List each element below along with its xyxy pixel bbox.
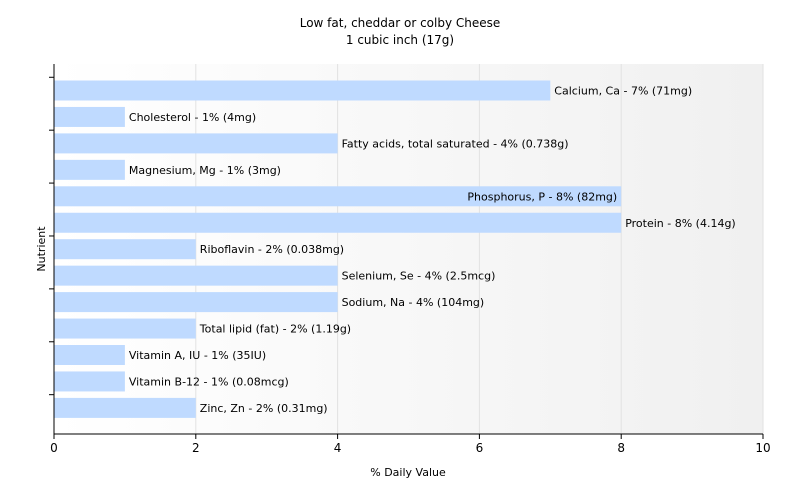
bar-label: Cholesterol - 1% (4mg) [129,111,256,124]
bar [54,292,338,313]
x-tick-label: 10 [755,441,770,455]
y-axis-label: Nutrient [35,226,48,272]
chart-subtitle: 1 cubic inch (17g) [346,33,454,47]
chart-title: Low fat, cheddar or colby Cheese [300,16,501,30]
bar-label: Zinc, Zn - 2% (0.31mg) [200,402,328,415]
bar [54,265,338,286]
bar [54,239,196,260]
x-axis-label: % Daily Value [370,466,446,479]
bar [54,212,622,233]
bar-label: Protein - 8% (4.14g) [625,217,736,230]
bar [54,159,125,180]
x-ticks: 0 2 4 6 8 10 [50,434,771,455]
bar [54,371,125,392]
bar [54,186,622,207]
x-tick-label: 4 [334,441,342,455]
bar-label: Selenium, Se - 4% (2.5mcg) [342,270,496,283]
x-tick-label: 2 [192,441,200,455]
bar-label: Riboflavin - 2% (0.038mg) [200,243,344,256]
bar-label: Calcium, Ca - 7% (71mg) [554,85,692,98]
bar-label: Sodium, Na - 4% (104mg) [342,296,485,309]
axes [49,64,763,435]
bar [54,345,125,365]
bar [54,318,196,339]
bar [54,397,196,418]
bar-label: Vitamin A, IU - 1% (35IU) [129,349,266,362]
bar [54,133,338,154]
x-tick-label: 0 [50,441,58,455]
bar-label: Vitamin B-12 - 1% (0.08mcg) [129,375,289,388]
bar-label: Total lipid (fat) - 2% (1.19g) [199,323,351,336]
bar-label: Phosphorus, P - 8% (82mg) [467,190,617,203]
bars: Calcium, Ca - 7% (71mg) Cholesterol - 1% … [54,80,736,418]
x-tick-label: 8 [617,441,625,455]
bar [54,80,551,101]
bar-label: Fatty acids, total saturated - 4% (0.738… [342,137,569,150]
x-tick-label: 6 [476,441,484,455]
bar [54,106,125,127]
bar-label: Magnesium, Mg - 1% (3mg) [129,164,281,177]
gridlines [195,64,764,434]
